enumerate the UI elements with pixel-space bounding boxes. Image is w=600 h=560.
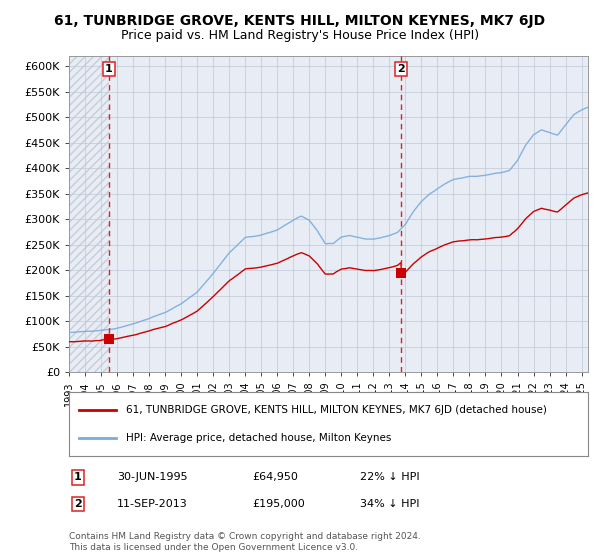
Text: 61, TUNBRIDGE GROVE, KENTS HILL, MILTON KEYNES, MK7 6JD: 61, TUNBRIDGE GROVE, KENTS HILL, MILTON … [55, 14, 545, 28]
Text: Price paid vs. HM Land Registry's House Price Index (HPI): Price paid vs. HM Land Registry's House … [121, 29, 479, 42]
Text: 61, TUNBRIDGE GROVE, KENTS HILL, MILTON KEYNES, MK7 6JD (detached house): 61, TUNBRIDGE GROVE, KENTS HILL, MILTON … [126, 405, 547, 415]
Text: 1: 1 [74, 472, 82, 482]
Text: 11-SEP-2013: 11-SEP-2013 [117, 499, 188, 509]
Text: £195,000: £195,000 [252, 499, 305, 509]
Text: 30-JUN-1995: 30-JUN-1995 [117, 472, 188, 482]
Text: 2: 2 [74, 499, 82, 509]
Text: HPI: Average price, detached house, Milton Keynes: HPI: Average price, detached house, Milt… [126, 433, 391, 444]
Text: £64,950: £64,950 [252, 472, 298, 482]
Text: 1: 1 [105, 64, 113, 74]
Text: 2: 2 [398, 64, 405, 74]
Text: 22% ↓ HPI: 22% ↓ HPI [360, 472, 419, 482]
Text: Contains HM Land Registry data © Crown copyright and database right 2024.
This d: Contains HM Land Registry data © Crown c… [69, 532, 421, 552]
Text: 34% ↓ HPI: 34% ↓ HPI [360, 499, 419, 509]
